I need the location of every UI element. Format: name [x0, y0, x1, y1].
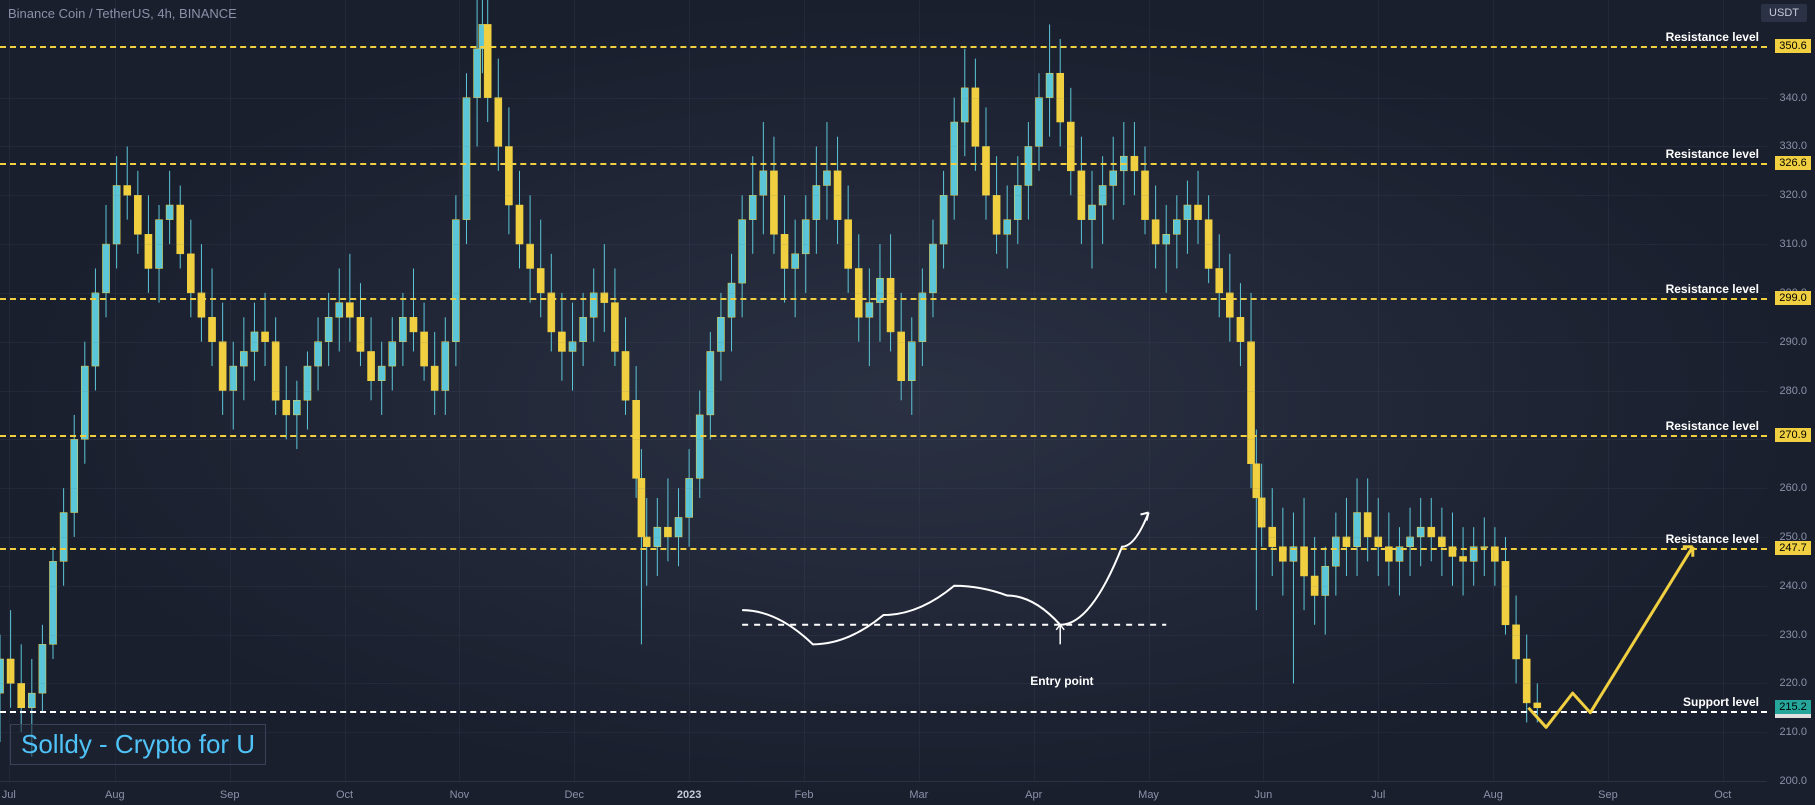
x-axis-tick: Apr	[1025, 789, 1042, 801]
chart-title: Binance Coin / TetherUS, 4h, BINANCE	[8, 6, 237, 21]
price-level-badge: 247.7	[1775, 541, 1811, 555]
entry-point-label: Entry point	[1030, 674, 1093, 688]
y-axis-tick: 320.0	[1779, 189, 1807, 201]
chart-container: Binance Coin / TetherUS, 4h, BINANCE USD…	[0, 0, 1815, 805]
quote-currency-badge: USDT	[1761, 4, 1807, 22]
x-axis-tick: Feb	[795, 789, 814, 801]
x-axis-tick: Jul	[1371, 789, 1385, 801]
y-axis-tick: 280.0	[1779, 385, 1807, 397]
y-axis: 200.0210.0220.0230.0240.0250.0260.0270.0…	[1767, 0, 1815, 805]
price-level-badge: 350.6	[1775, 39, 1811, 53]
y-axis-tick: 330.0	[1779, 140, 1807, 152]
x-axis-tick: Sep	[220, 789, 240, 801]
x-axis-tick: Dec	[564, 789, 584, 801]
current-price-badge: 215.2	[1775, 700, 1811, 714]
y-axis-tick: 310.0	[1779, 238, 1807, 250]
x-axis-tick: Jul	[2, 789, 16, 801]
y-axis-tick: 200.0	[1779, 775, 1807, 787]
y-axis-tick: 210.0	[1779, 726, 1807, 738]
y-axis-tick: 230.0	[1779, 629, 1807, 641]
x-axis-tick: Sep	[1598, 789, 1618, 801]
x-axis-tick: May	[1138, 789, 1159, 801]
x-axis-tick: Mar	[909, 789, 928, 801]
y-axis-tick: 290.0	[1779, 336, 1807, 348]
x-axis-tick: 2023	[677, 789, 701, 801]
x-axis-tick: Jun	[1255, 789, 1273, 801]
watermark-label: Solldy - Crypto for U	[10, 724, 266, 765]
price-level-badge: 270.9	[1775, 428, 1811, 442]
y-axis-tick: 220.0	[1779, 677, 1807, 689]
price-level-badge: 326.6	[1775, 156, 1811, 170]
x-axis: Jul Aug Sep Oct Nov Dec 2023 Feb Mar Apr May Jun Jul…	[0, 781, 1767, 805]
y-axis-tick: 240.0	[1779, 580, 1807, 592]
x-axis-tick: Nov	[450, 789, 470, 801]
annotation-svg	[0, 0, 1767, 781]
x-axis-tick: Aug	[105, 789, 125, 801]
y-axis-tick: 340.0	[1779, 92, 1807, 104]
x-axis-tick: Oct	[336, 789, 353, 801]
x-axis-tick: Oct	[1714, 789, 1731, 801]
price-level-badge: 299.0	[1775, 291, 1811, 305]
x-axis-tick: Aug	[1483, 789, 1503, 801]
y-axis-tick: 260.0	[1779, 482, 1807, 494]
